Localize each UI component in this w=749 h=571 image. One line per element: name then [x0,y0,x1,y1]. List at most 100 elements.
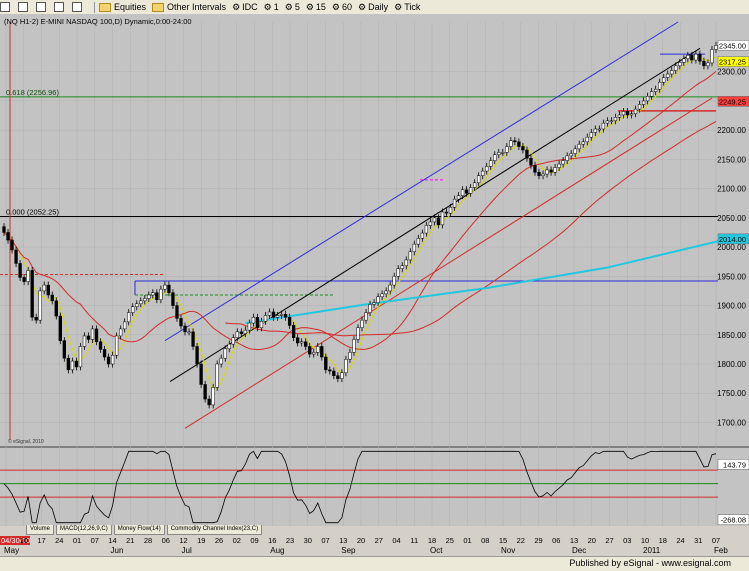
y-axis: 1700.00 1750.00 1800.00 1850.00 1900.00 1950.… [717,40,749,427]
candle-body [376,296,380,303]
ma-red-slow [225,120,717,337]
toolbar-tick[interactable]: ⚙ Tick [394,2,420,13]
candle-body [30,270,34,318]
x-day-label: 27 [605,536,613,545]
y-tick-label: 1900.00 [717,302,746,311]
toolbar-square-2[interactable] [18,2,30,12]
candle-body [163,284,167,290]
x-day-label: 12 [179,536,187,545]
y-tick-label: 2050.00 [717,214,746,223]
x-day-label: 14 [108,536,116,545]
x-day-label: 01 [463,536,471,545]
candle-body [147,294,151,299]
candle-body [82,335,87,347]
candle-body [529,157,533,166]
candle-body [360,319,364,329]
square-icon [72,2,82,12]
cci-panel: 143.79 -268.08 [0,450,749,525]
price-marker-box [717,96,749,107]
toolbar-interval-1[interactable]: ⚙ 1 [264,2,279,13]
x-day-label: 24 [55,536,63,545]
candle-body [183,325,187,333]
y-tick-label: 1750.00 [717,389,746,398]
candle-body [267,311,272,316]
price-panel-bg [0,14,718,446]
candle-body [666,73,670,78]
tab-macd[interactable]: MACD(12,26,9,C) [56,525,112,535]
price-chart[interactable]: 0.618 (2256.96)0.000 (2052.25) 1700.0017… [0,14,749,556]
candle-body [617,114,622,118]
folder-icon [152,2,165,12]
candle-body [698,53,702,62]
candle-body [114,335,119,356]
y-tick-label: 1700.00 [717,418,746,427]
candle-body [295,337,300,344]
grid [0,22,718,526]
candle-body [400,265,404,269]
toolbar-square-4[interactable] [54,2,66,12]
candle-body [690,55,694,61]
candle-body [78,346,83,368]
candle-body [577,143,581,150]
candle-body [74,360,79,368]
candle-body [300,341,304,344]
candle-body [509,140,513,147]
x-day-label: 03 [623,536,631,545]
toolbar-other-intervals[interactable]: Other Intervals [152,2,226,12]
candle-body [444,211,449,214]
x-day-label: 10 [20,536,28,545]
price-marker-label: 2317.25 [719,58,746,67]
candle-body [54,300,58,317]
candle-body [521,146,525,151]
candle-body [344,359,348,374]
tab-volume[interactable]: Volume [26,525,55,535]
candle-body [18,263,22,278]
candle-body [187,331,191,334]
cci-marker-box [717,459,749,470]
toolbar-daily[interactable]: ⚙ Daily [358,2,388,13]
candle-body [135,303,139,307]
square-icon [54,2,64,12]
candle-body [472,182,477,188]
y-tick-label: 2000.00 [717,243,746,252]
candle-body [645,95,650,102]
candle-body [167,284,171,293]
candle-body [561,160,565,165]
toolbar-interval-15[interactable]: ⚙ 15 [306,2,326,13]
footer-text: Published by eSignal - www.esignal.com [569,558,731,568]
candle-body [432,217,437,223]
candle-body [517,141,521,147]
cci-marker-label: 143.79 [723,460,746,469]
candle-body [159,288,163,300]
candle-body [251,316,256,324]
toolbar-equities[interactable]: Equities [99,2,146,12]
toolbar-idc-label: IDC [242,2,258,12]
x-day-label: 04/30/10 [1,536,30,545]
tab-cci[interactable]: Commodity Channel Index(23,C) [166,525,263,535]
toolbar-square-3[interactable] [36,2,48,12]
candle-body [573,148,577,154]
toolbar-square-1[interactable] [0,2,12,12]
x-day-label: 23 [286,536,294,545]
y-tick-label: 1850.00 [717,331,746,340]
candle-body [702,60,706,67]
candle-body [98,341,103,350]
candle-body [593,128,597,133]
price-axis-bg [718,14,749,446]
channel-upper [164,21,679,342]
candle-body [175,305,179,319]
price-marker-label: 2345.00 [719,41,746,50]
toolbar-interval-60[interactable]: ⚙ 60 [332,2,352,13]
candle-body [127,312,131,323]
tab-money-flow[interactable]: Money Flow(14) [113,525,165,535]
x-day-label: 13 [339,536,347,545]
candle-body [585,136,589,143]
ma-yellow [3,56,717,389]
date-cursor-box [0,536,30,545]
toolbar-interval-5[interactable]: ⚙ 5 [285,2,300,13]
candle-body [207,398,211,406]
candle-body [481,170,485,177]
toolbar-square-5[interactable] [72,2,84,12]
toolbar-idc[interactable]: ⚙ IDC [232,2,258,13]
x-day-label: 01 [73,536,81,545]
